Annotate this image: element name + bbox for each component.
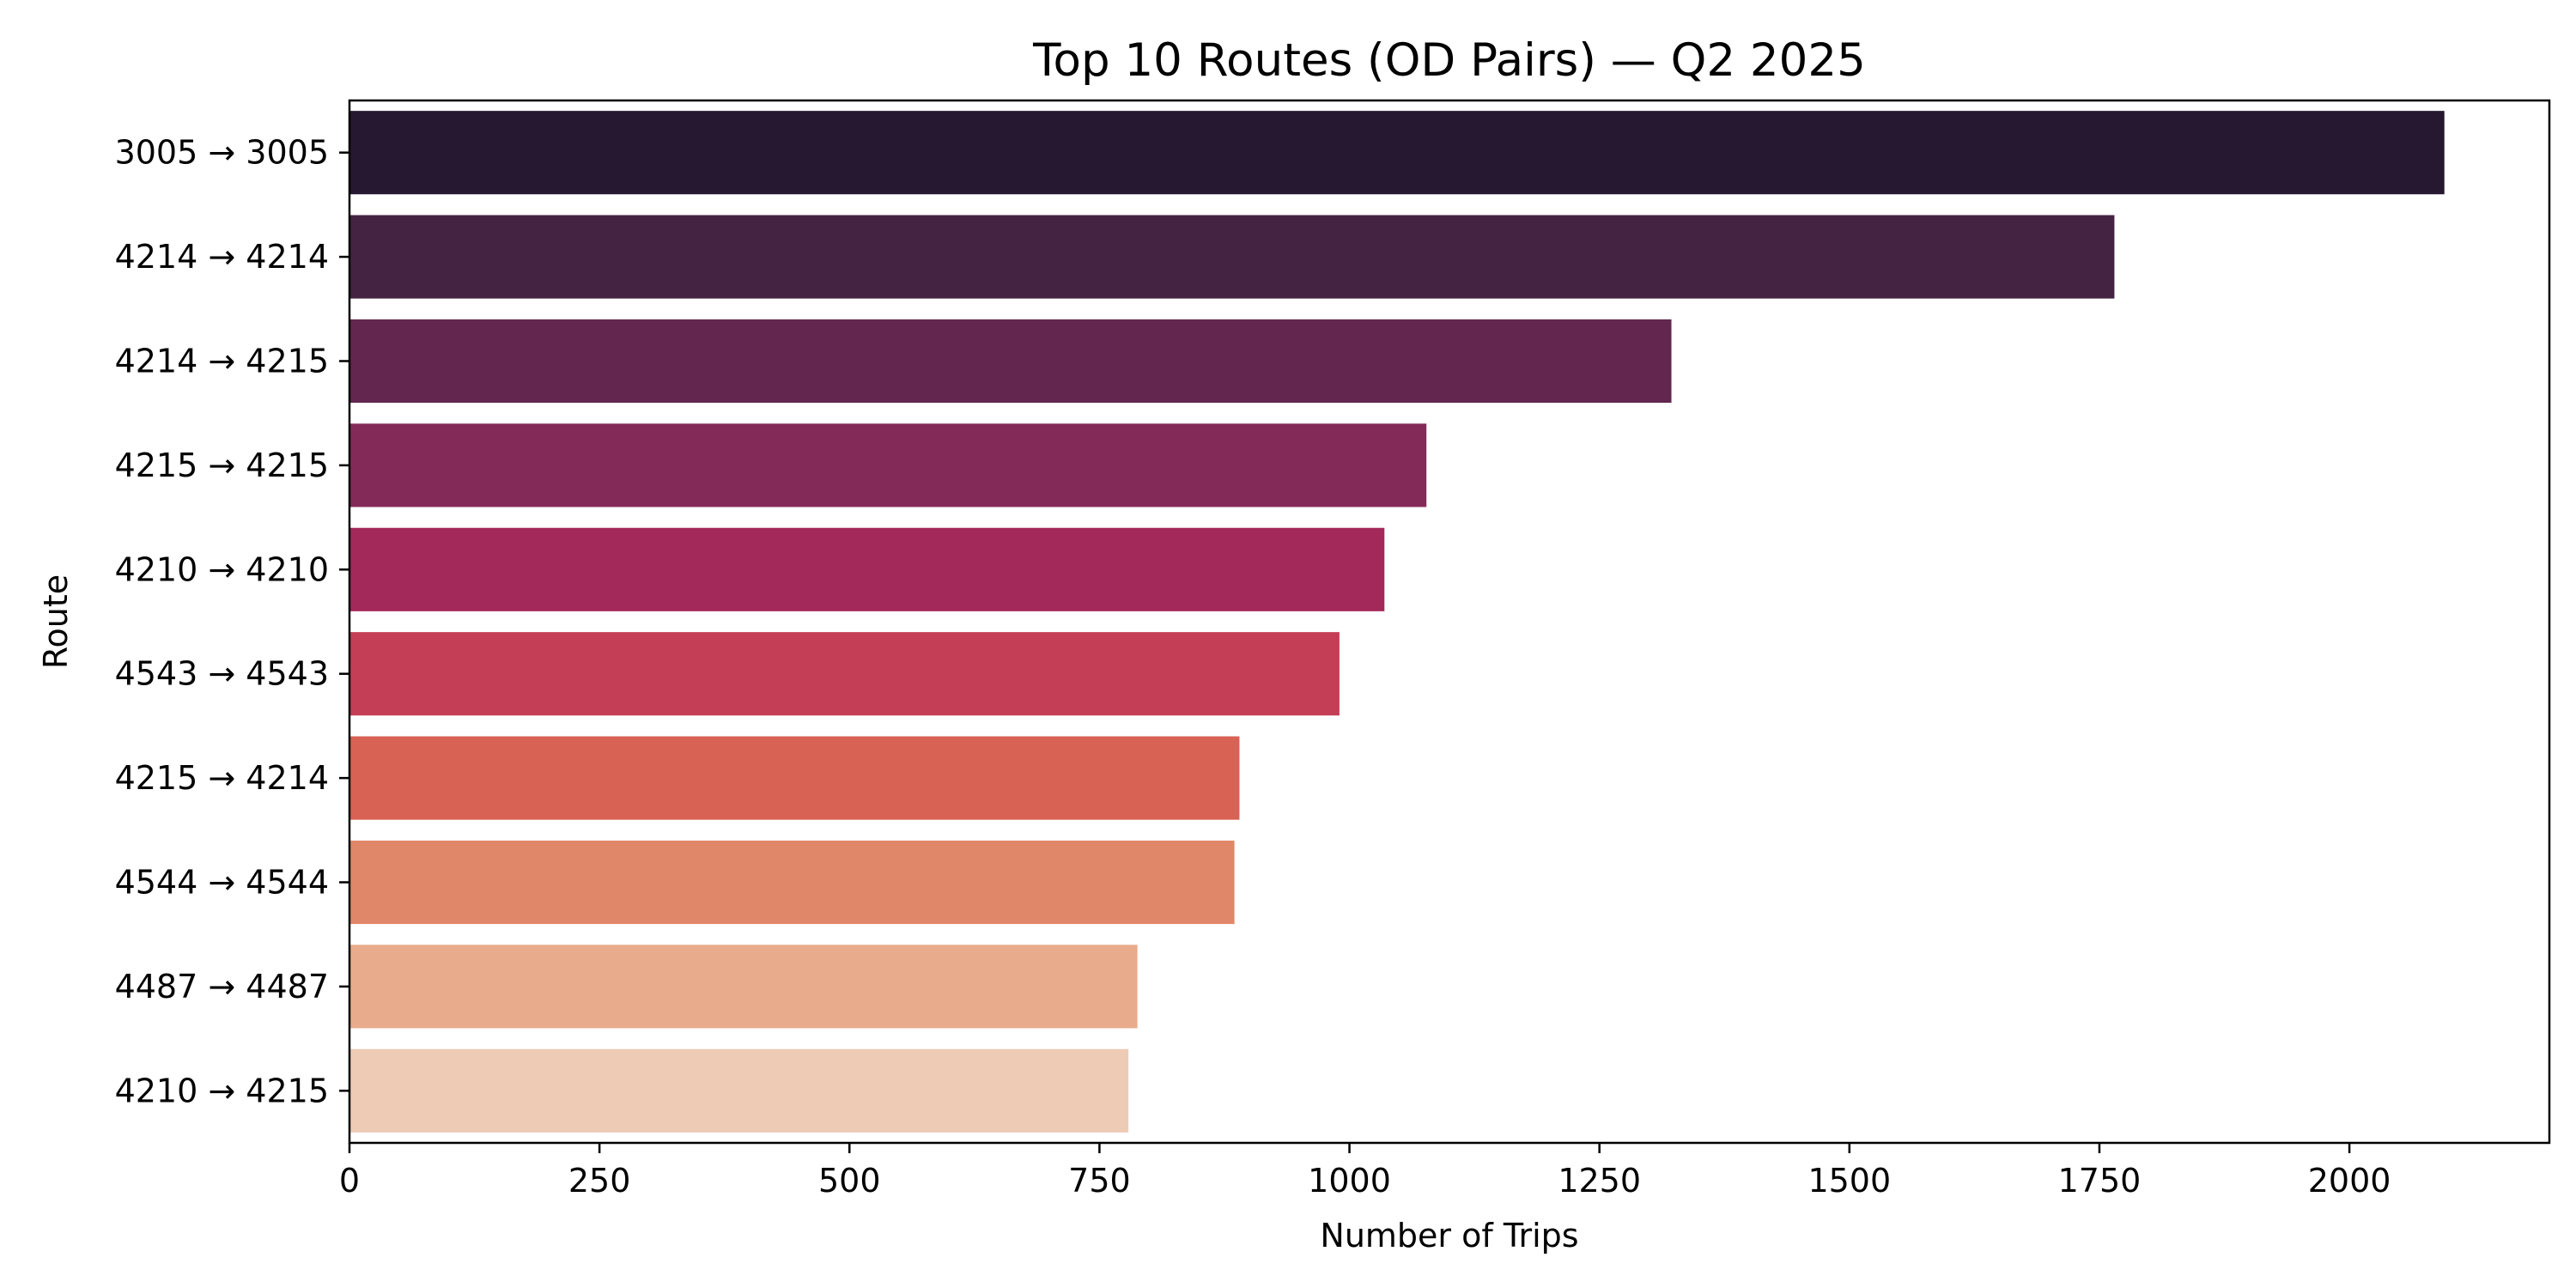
y-tick-label: 4487 → 4487 <box>115 968 329 1005</box>
y-axis-label: Route <box>37 574 75 669</box>
bar-2 <box>349 215 2115 299</box>
x-tick-label: 500 <box>818 1162 881 1200</box>
y-tick-label: 4214 → 4214 <box>115 238 329 276</box>
bar-6 <box>349 632 1340 716</box>
y-tick-label: 4543 → 4543 <box>115 655 329 693</box>
x-tick-label: 2000 <box>2308 1162 2391 1200</box>
y-tick-label: 4210 → 4210 <box>115 550 329 588</box>
chart-title: Top 10 Routes (OD Pairs) — Q2 2025 <box>1032 34 1866 87</box>
x-tick-label: 1000 <box>1308 1162 1391 1200</box>
bar-4 <box>349 423 1427 507</box>
y-tick-label: 4215 → 4215 <box>115 447 329 484</box>
y-axis-ticks: 3005 → 3005 4214 → 4214 4214 → 4215 4215 → … <box>115 134 349 1109</box>
x-tick-label: 1500 <box>1807 1162 1891 1200</box>
y-tick-label: 4210 → 4215 <box>115 1072 329 1109</box>
bars-group <box>349 111 2445 1133</box>
x-tick-label: 0 <box>339 1162 360 1200</box>
x-tick-label: 250 <box>568 1162 631 1200</box>
bar-9 <box>349 945 1138 1029</box>
y-tick-label: 4544 → 4544 <box>115 864 329 902</box>
bar-8 <box>349 840 1235 925</box>
y-tick-label: 4215 → 4214 <box>115 759 329 797</box>
bar-5 <box>349 527 1385 611</box>
x-axis-ticks: 0 250 500 750 1000 1250 1500 1750 2000 <box>339 1143 2391 1200</box>
plot-frame <box>348 99 2551 1145</box>
x-axis-label: Number of Trips <box>1320 1217 1578 1255</box>
bar-10 <box>349 1048 1129 1133</box>
bar-7 <box>349 736 1240 820</box>
x-tick-label: 750 <box>1068 1162 1131 1200</box>
y-tick-label: 4214 → 4215 <box>115 343 329 380</box>
x-tick-label: 1250 <box>1558 1162 1641 1200</box>
x-tick-label: 1750 <box>2058 1162 2142 1200</box>
bar-3 <box>349 319 1672 404</box>
bar-1 <box>349 111 2445 195</box>
y-tick-label: 3005 → 3005 <box>115 134 329 172</box>
